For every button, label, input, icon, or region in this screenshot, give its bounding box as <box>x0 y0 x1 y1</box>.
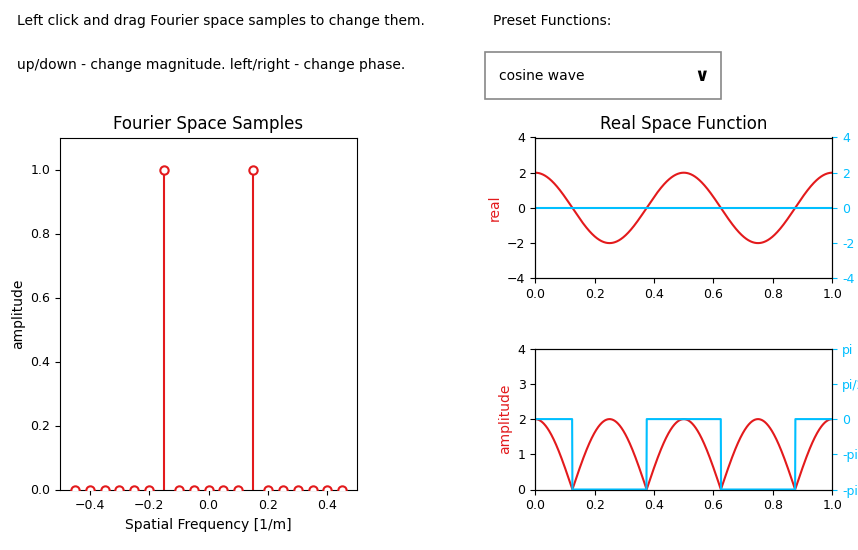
Text: up/down - change magnitude. left/right - change phase.: up/down - change magnitude. left/right -… <box>17 58 406 72</box>
Text: cosine wave: cosine wave <box>498 69 584 82</box>
Y-axis label: real: real <box>487 195 502 221</box>
Text: Preset Functions:: Preset Functions: <box>493 14 612 28</box>
Title: Real Space Function: Real Space Function <box>600 115 767 133</box>
Y-axis label: amplitude: amplitude <box>498 384 512 454</box>
Title: Fourier Space Samples: Fourier Space Samples <box>113 115 304 133</box>
Text: Left click and drag Fourier space samples to change them.: Left click and drag Fourier space sample… <box>17 14 425 28</box>
Text: ∨: ∨ <box>694 67 710 85</box>
X-axis label: Spatial Frequency [1/m]: Spatial Frequency [1/m] <box>125 518 292 532</box>
Y-axis label: amplitude: amplitude <box>11 278 25 349</box>
